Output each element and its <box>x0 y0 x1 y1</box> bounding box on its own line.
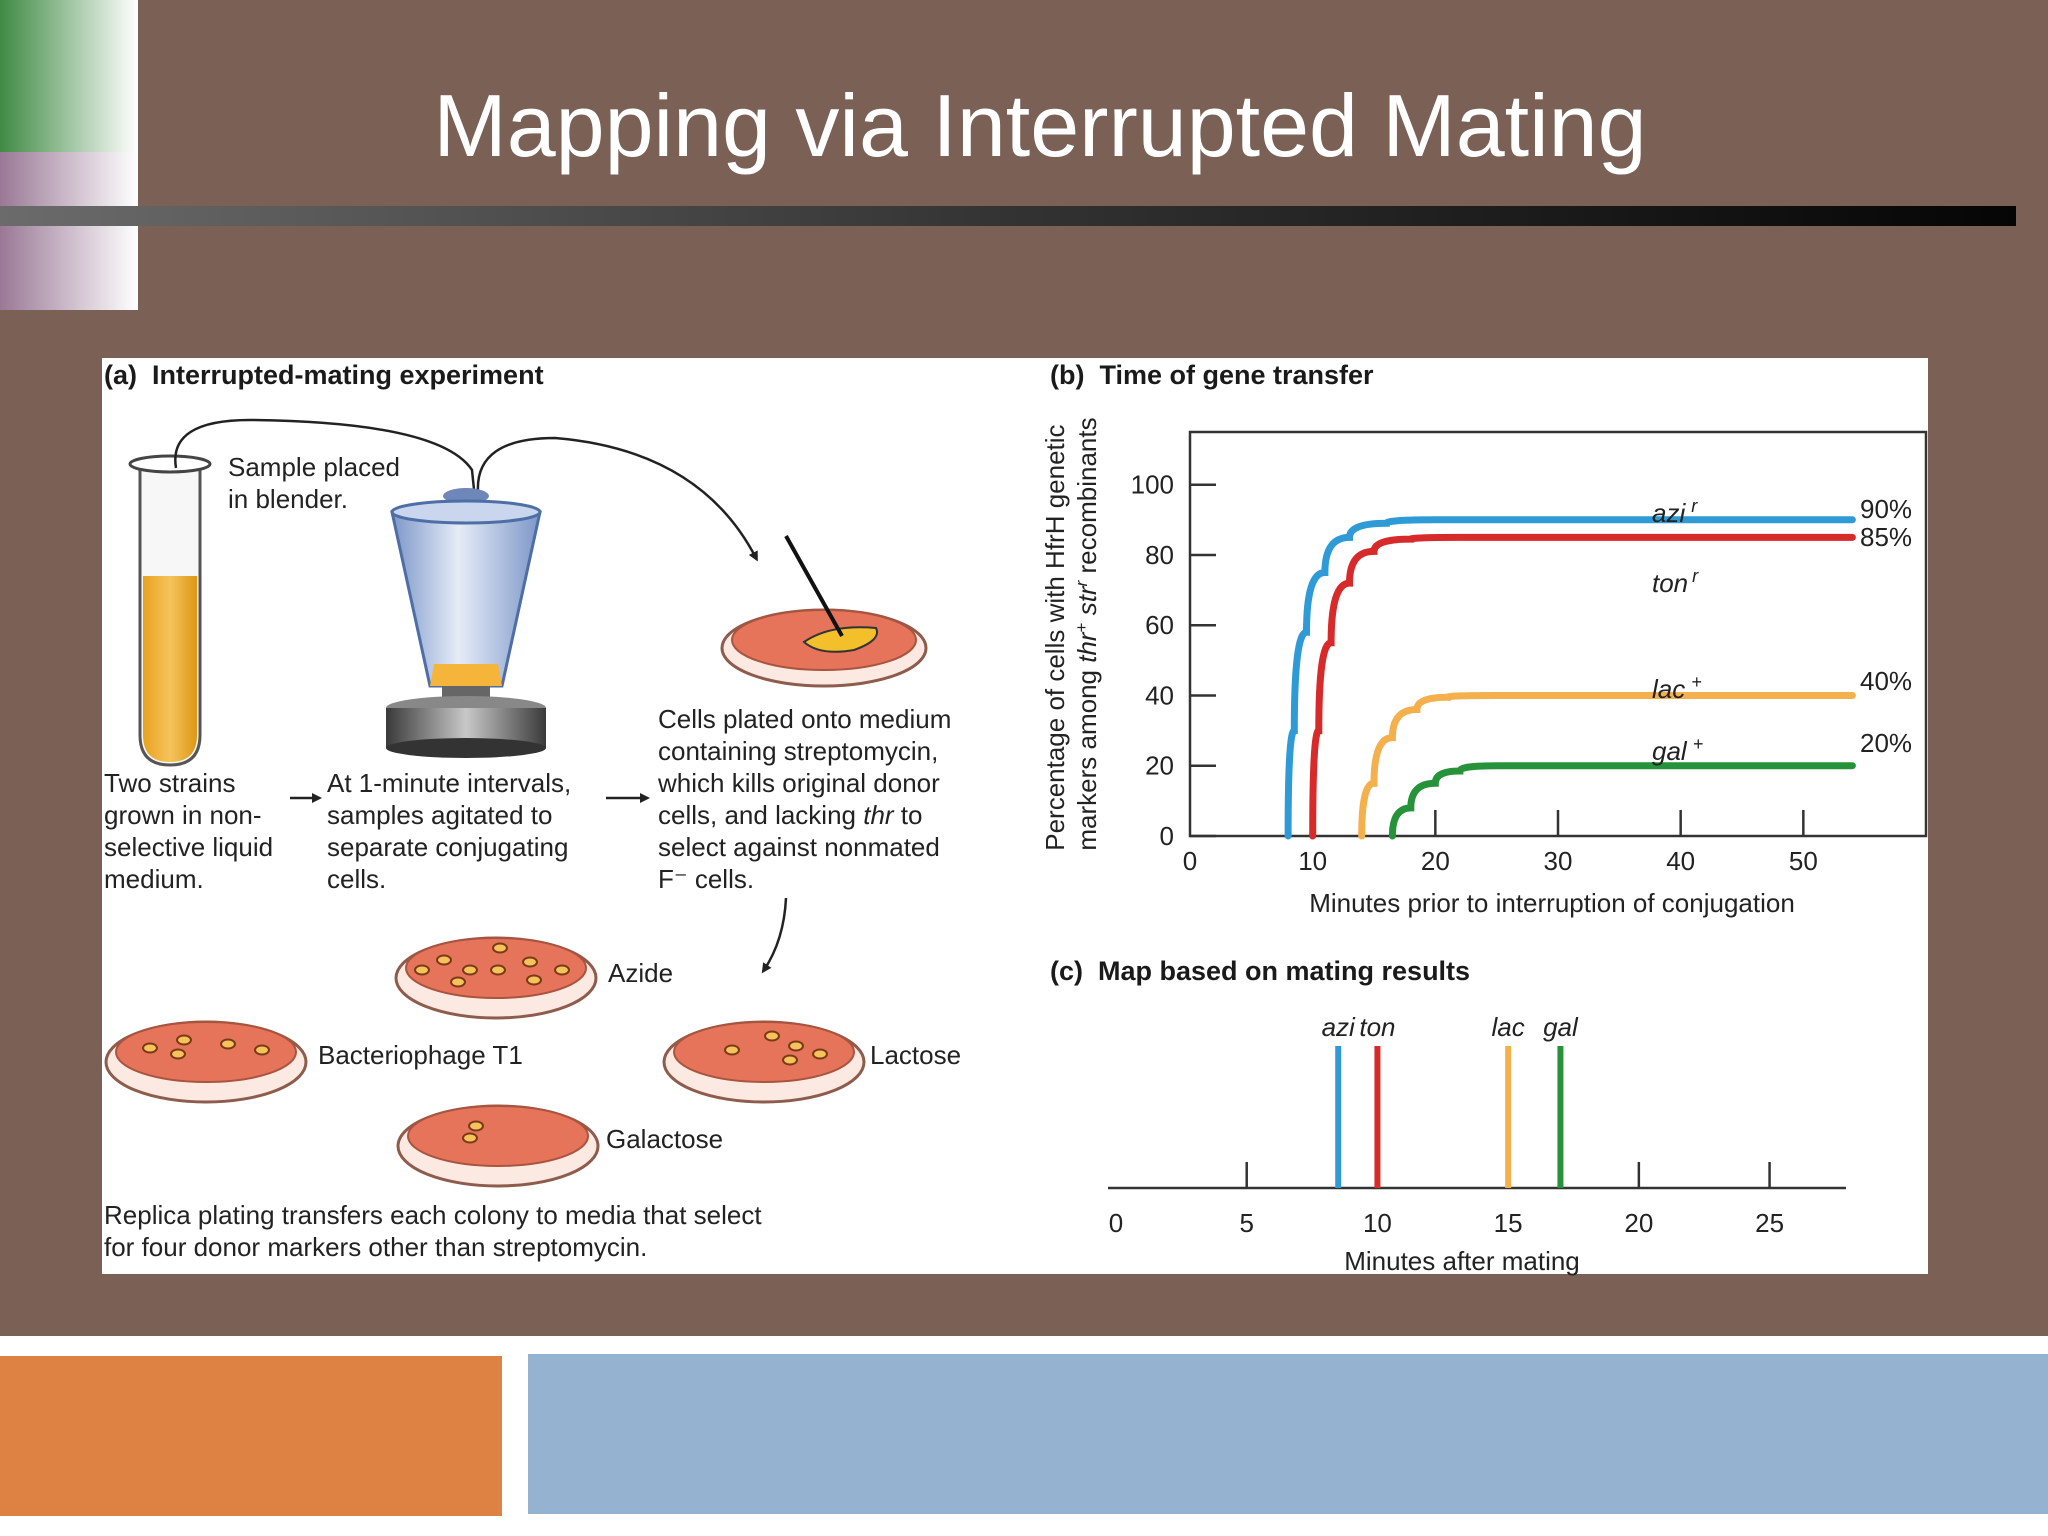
y-tick-label: 60 <box>1145 610 1174 640</box>
x-tick-label: 10 <box>1298 846 1327 876</box>
curve-azi <box>1284 516 1856 840</box>
plate-lactose-label: Lactose <box>870 1040 961 1070</box>
x-tick-label: 50 <box>1789 846 1818 876</box>
plate-azide <box>394 936 598 1020</box>
gene-markers: azi ton lac gal <box>1322 1012 1579 1188</box>
x-tick-label: 20 <box>1421 846 1450 876</box>
y-axis-label: Percentage of cells with HfrH genetic ma… <box>1040 417 1102 851</box>
curve-lines <box>1284 516 1856 840</box>
map-tick-label: 10 <box>1363 1208 1392 1238</box>
colonies <box>724 1030 828 1066</box>
curve-lac <box>1358 691 1856 840</box>
gene-label-ton: ton <box>1359 1012 1395 1042</box>
petri-dish-icon <box>720 608 928 688</box>
panel-a: (a) Interrupted-mating experiment Sample… <box>104 360 961 1262</box>
panel-c-heading: (c) Map based on mating results <box>1050 956 1470 986</box>
corner-block-mauve-lower <box>0 226 138 310</box>
pct-label-40: 40% <box>1860 666 1912 696</box>
plate-phage-label: Bacteriophage T1 <box>318 1040 523 1070</box>
x-axis-label: Minutes prior to interruption of conjuga… <box>1309 888 1795 918</box>
pct-label-85: 85% <box>1860 522 1912 552</box>
x-axis-ticks: 0 10 20 30 40 50 <box>1183 810 1818 876</box>
curve-label-gal: gal + <box>1652 734 1703 766</box>
plate-azide-label: Azide <box>608 958 673 988</box>
plate-galactose-label: Galactose <box>606 1124 723 1154</box>
plate-lactose <box>662 1020 866 1104</box>
gene-label-azi: azi <box>1322 1012 1356 1042</box>
panel-a-heading: (a) Interrupted-mating experiment <box>104 360 544 390</box>
inoculating-loop-icon <box>784 535 844 637</box>
test-tube-icon <box>128 454 212 767</box>
transfer-arrow-tube-to-blender <box>174 418 485 552</box>
x-tick-label: 40 <box>1666 846 1695 876</box>
y-axis-ticks: 0 20 40 60 80 100 <box>1131 470 1216 851</box>
corner-block-green <box>0 0 138 152</box>
map-tick-label: 25 <box>1755 1208 1784 1238</box>
map-x-axis-label: Minutes after mating <box>1344 1246 1580 1276</box>
gene-label-gal: gal <box>1543 1012 1579 1042</box>
y-tick-label: 20 <box>1145 751 1174 781</box>
pct-label-20: 20% <box>1860 728 1912 758</box>
sample-label: Sample placed in blender. <box>228 452 407 514</box>
curve-ton <box>1309 533 1856 840</box>
map-ticks: 0 5 10 15 20 25 <box>1109 1162 1784 1238</box>
panel-c: (c) Map based on mating results 0 5 10 15 20… <box>1050 956 1846 1276</box>
curve-label-lac: lac + <box>1652 672 1702 704</box>
map-tick-label: 15 <box>1494 1208 1523 1238</box>
y-tick-label: 0 <box>1160 821 1174 851</box>
footer-block-orange <box>0 1356 502 1516</box>
curve-label-azi: azi r <box>1652 496 1698 528</box>
colonies <box>462 1120 484 1144</box>
slide-title: Mapping via Interrupted Mating <box>433 76 1646 175</box>
title-rule <box>0 206 2016 226</box>
panel-b-heading: (b) Time of gene transfer <box>1050 360 1374 390</box>
corner-block-mauve <box>0 152 138 210</box>
step1-text: Two strains grown in non- selective liqu… <box>104 768 280 894</box>
plate-bacteriophage <box>104 1020 308 1104</box>
curve-gal <box>1388 762 1856 840</box>
y-tick-label: 40 <box>1145 680 1174 710</box>
pct-label-90: 90% <box>1860 494 1912 524</box>
plate-galactose <box>396 1104 600 1188</box>
colonies <box>414 942 570 988</box>
y-tick-label: 100 <box>1131 470 1174 500</box>
x-tick-label: 0 <box>1183 846 1197 876</box>
step2-text: At 1-minute intervals, samples agitated … <box>327 768 578 894</box>
arrow-to-replica <box>761 897 788 974</box>
map-tick-label: 5 <box>1239 1208 1253 1238</box>
gene-label-lac: lac <box>1492 1012 1525 1042</box>
map-tick-label: 0 <box>1109 1208 1123 1238</box>
map-tick-label: 20 <box>1624 1208 1653 1238</box>
curve-label-ton: ton r <box>1652 566 1699 598</box>
x-tick-label: 30 <box>1544 846 1573 876</box>
replica-plating-caption: Replica plating transfers each colony to… <box>104 1200 769 1262</box>
y-tick-label: 80 <box>1145 540 1174 570</box>
colonies <box>142 1034 270 1060</box>
blender-icon <box>386 488 546 758</box>
step3-text: Cells plated onto medium containing stre… <box>657 704 959 894</box>
transfer-arrow-blender-to-plate <box>476 436 758 562</box>
footer-block-blue <box>528 1354 2048 1514</box>
